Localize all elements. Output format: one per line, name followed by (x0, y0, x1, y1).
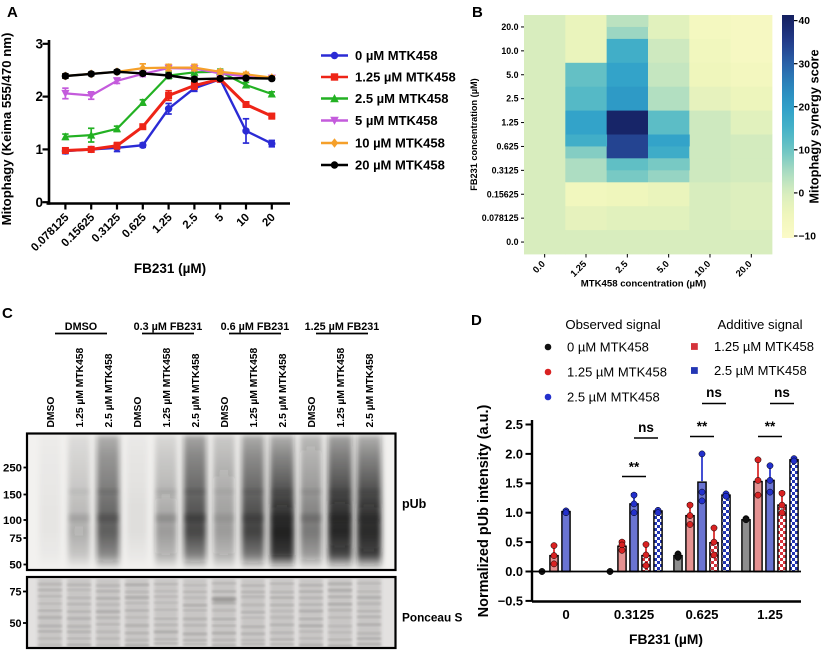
svg-text:1.0: 1.0 (505, 505, 523, 520)
svg-text:2.5 µM MTK458: 2.5 µM MTK458 (365, 353, 376, 427)
svg-text:**: ** (697, 419, 708, 434)
svg-text:40: 40 (799, 16, 811, 27)
svg-text:1.25 µM MTK458: 1.25 µM MTK458 (355, 70, 456, 85)
svg-text:100: 100 (3, 515, 22, 527)
svg-text:1.25 µM MTK458: 1.25 µM MTK458 (336, 347, 347, 427)
svg-text:2.5: 2.5 (505, 417, 523, 432)
svg-text:FB231 (µM): FB231 (µM) (629, 632, 703, 647)
svg-text:1.25 µM MTK458: 1.25 µM MTK458 (714, 339, 814, 354)
svg-text:0: 0 (799, 189, 805, 200)
svg-text:Mitophagy (Keima 555/470 nm): Mitophagy (Keima 555/470 nm) (0, 33, 14, 226)
svg-text:Ponceau S: Ponceau S (402, 611, 462, 625)
svg-text:5 µM MTK458: 5 µM MTK458 (355, 113, 438, 128)
svg-text:C: C (2, 305, 13, 322)
svg-text:0 µM MTK458: 0 µM MTK458 (355, 48, 438, 63)
svg-text:Additive signal: Additive signal (717, 317, 802, 332)
svg-text:2.5 µM MTK458: 2.5 µM MTK458 (355, 91, 448, 106)
svg-text:10 µM MTK458: 10 µM MTK458 (355, 136, 445, 151)
svg-text:DMSO: DMSO (307, 397, 318, 428)
svg-text:0: 0 (35, 195, 43, 210)
svg-text:B: B (472, 4, 483, 21)
svg-text:ns: ns (706, 385, 722, 400)
svg-text:0.078125: 0.078125 (482, 213, 519, 223)
svg-text:1.25: 1.25 (757, 607, 783, 622)
svg-text:75: 75 (9, 533, 22, 545)
svg-text:0.3 µM FB231: 0.3 µM FB231 (134, 321, 203, 333)
svg-text:50: 50 (9, 560, 22, 572)
svg-text:0.6 µM FB231: 0.6 µM FB231 (221, 321, 290, 333)
svg-text:A: A (7, 4, 18, 21)
svg-text:0.5: 0.5 (505, 535, 523, 550)
svg-text:0.15625: 0.15625 (487, 189, 519, 199)
svg-text:0.625: 0.625 (496, 141, 518, 151)
svg-text:1.25 µM MTK458: 1.25 µM MTK458 (162, 347, 173, 427)
svg-text:MTK458 concentration (µM): MTK458 concentration (µM) (581, 279, 706, 290)
svg-text:0.3125: 0.3125 (492, 165, 519, 175)
svg-text:20.0: 20.0 (501, 22, 518, 32)
svg-text:pUb: pUb (402, 497, 427, 511)
svg-text:1.5: 1.5 (505, 476, 523, 491)
svg-text:ns: ns (638, 420, 654, 435)
svg-text:**: ** (629, 460, 640, 475)
svg-text:0.0: 0.0 (506, 237, 518, 247)
svg-text:5.0: 5.0 (506, 70, 518, 80)
svg-text:75: 75 (9, 586, 21, 598)
svg-text:250: 250 (3, 463, 22, 475)
svg-text:2: 2 (35, 89, 43, 104)
svg-text:10: 10 (799, 145, 811, 156)
svg-text:20: 20 (799, 102, 811, 113)
svg-text:−10: −10 (799, 232, 817, 243)
svg-text:Observed signal: Observed signal (565, 317, 660, 332)
svg-text:50: 50 (9, 618, 21, 630)
svg-text:0 µM MTK458: 0 µM MTK458 (567, 340, 649, 355)
svg-text:2.5: 2.5 (506, 94, 518, 104)
svg-text:0: 0 (562, 607, 569, 622)
svg-text:DMSO: DMSO (133, 397, 144, 428)
svg-text:1.25 µM FB231: 1.25 µM FB231 (305, 321, 380, 333)
svg-text:1: 1 (35, 142, 43, 157)
svg-text:10.0: 10.0 (501, 46, 518, 56)
svg-text:2.5 µM MTK458: 2.5 µM MTK458 (191, 353, 202, 427)
svg-text:1.25 µM MTK458: 1.25 µM MTK458 (567, 365, 667, 380)
svg-text:1.25: 1.25 (501, 118, 518, 128)
svg-text:ns: ns (774, 385, 790, 400)
svg-text:150: 150 (3, 490, 22, 502)
svg-text:2.5 µM MTK458: 2.5 µM MTK458 (278, 353, 289, 427)
svg-text:30: 30 (799, 59, 811, 70)
svg-text:**: ** (765, 419, 776, 434)
svg-text:FB231 concentration (µM): FB231 concentration (µM) (469, 78, 479, 191)
svg-text:D: D (471, 312, 482, 329)
svg-text:1.25 µM MTK458: 1.25 µM MTK458 (249, 347, 260, 427)
svg-text:−0.5: −0.5 (498, 593, 523, 608)
svg-text:0.625: 0.625 (685, 607, 718, 622)
svg-text:DMSO: DMSO (220, 397, 231, 428)
svg-text:DMSO: DMSO (46, 397, 57, 428)
svg-text:2.5 µM MTK458: 2.5 µM MTK458 (104, 353, 115, 427)
svg-text:Normalized pUb intensity (a.u.: Normalized pUb intensity (a.u.) (476, 404, 492, 617)
svg-text:2.5 µM MTK458: 2.5 µM MTK458 (567, 390, 660, 405)
svg-text:3: 3 (35, 36, 43, 51)
svg-text:Mitophagy synergy score: Mitophagy synergy score (807, 49, 822, 203)
svg-text:FB231 (µM): FB231 (µM) (134, 261, 206, 276)
svg-text:2.0: 2.0 (505, 446, 523, 461)
svg-text:DMSO: DMSO (65, 321, 97, 333)
svg-text:1.25 µM MTK458: 1.25 µM MTK458 (75, 347, 86, 427)
svg-text:20 µM MTK458: 20 µM MTK458 (355, 158, 445, 173)
svg-text:0.3125: 0.3125 (614, 607, 654, 622)
svg-text:0.0: 0.0 (505, 564, 523, 579)
svg-text:2.5 µM MTK458: 2.5 µM MTK458 (714, 363, 807, 378)
